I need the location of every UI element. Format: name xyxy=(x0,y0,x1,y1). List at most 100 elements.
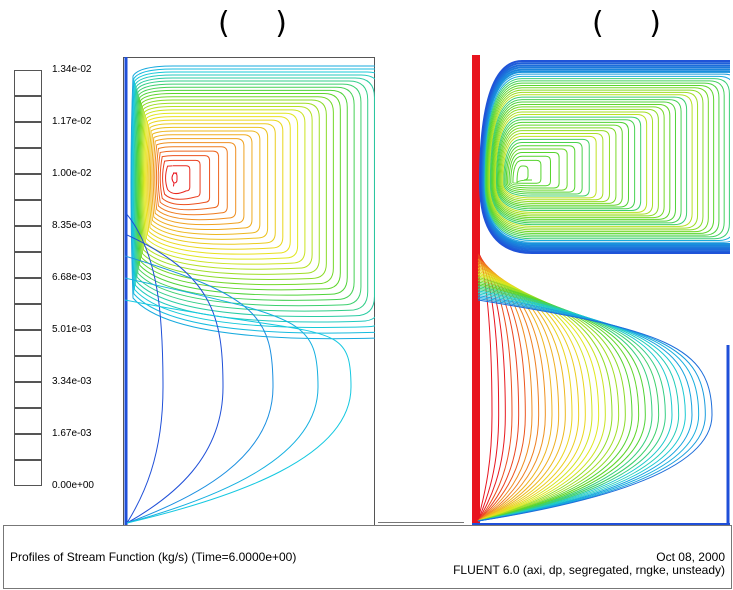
contour-line xyxy=(146,119,284,250)
pathline xyxy=(484,78,730,240)
contour-line xyxy=(171,172,178,187)
pathline-plot xyxy=(472,55,730,525)
stream-function-contour-plot xyxy=(123,57,375,527)
pathline xyxy=(478,60,730,254)
legend-swatch xyxy=(14,408,42,434)
pathline xyxy=(499,127,617,204)
legend-label: 0.00e+00 xyxy=(52,480,94,491)
contour-line xyxy=(132,74,375,323)
legend-swatch xyxy=(14,252,42,278)
legend-swatch xyxy=(14,382,42,408)
pathline xyxy=(488,91,699,229)
contour-line xyxy=(138,93,341,291)
contour-line xyxy=(124,277,319,524)
solver-info: FLUENT 6.0 (axi, dp, segregated, rngke, … xyxy=(453,563,725,577)
legend-swatch xyxy=(14,148,42,174)
pathline xyxy=(504,142,583,195)
legend-label: 6.68e-03 xyxy=(52,272,92,283)
legend-swatch xyxy=(14,356,42,382)
pathline xyxy=(503,138,590,197)
contour-line xyxy=(133,77,375,318)
pathline xyxy=(486,84,715,234)
pathline xyxy=(498,124,623,206)
pathline xyxy=(492,106,665,219)
legend-swatch xyxy=(14,96,42,122)
pathline xyxy=(489,96,688,226)
contour-line xyxy=(139,96,334,286)
left-panel-label: ( ) xyxy=(218,6,305,41)
contour-line xyxy=(151,134,253,231)
legend-label: 3.34e-03 xyxy=(52,376,92,387)
contour-line xyxy=(134,80,369,312)
contour-line xyxy=(149,130,261,235)
pathline xyxy=(510,155,551,187)
contour-line xyxy=(124,233,224,524)
legend-label: 1.34e-02 xyxy=(52,64,92,75)
legend-label: 5.01e-03 xyxy=(52,324,92,335)
pathline xyxy=(507,148,568,191)
contour-line xyxy=(145,116,291,255)
legend-swatch xyxy=(14,70,42,96)
pathline xyxy=(483,75,730,241)
contour-line xyxy=(144,112,299,260)
contour-line xyxy=(131,68,375,334)
plot-date: Oct 08, 2000 xyxy=(656,550,725,564)
plot-title: Profiles of Stream Function (kg/s) (Time… xyxy=(10,550,297,564)
pathline xyxy=(488,94,693,227)
contour-line xyxy=(159,155,211,206)
contour-line xyxy=(154,142,237,221)
pathline xyxy=(505,145,576,193)
contour-line xyxy=(157,150,220,211)
color-legend: 1.34e-02 1.17e-02 1.00e-02 8.35e-03 6.68e-03… xyxy=(12,64,124,502)
contour-line xyxy=(132,71,375,329)
contour-line xyxy=(155,146,228,216)
pathline xyxy=(500,130,610,203)
contour-line xyxy=(147,123,276,245)
pathline xyxy=(496,119,636,210)
contour-line xyxy=(141,106,313,270)
pathline xyxy=(516,165,533,184)
contour-line xyxy=(124,211,164,524)
legend-swatch xyxy=(14,226,42,252)
legend-swatch xyxy=(14,434,42,460)
pathline xyxy=(508,152,560,189)
pathline xyxy=(493,108,659,217)
pathline xyxy=(501,133,604,201)
legend-label: 1.17e-02 xyxy=(52,116,92,127)
pathline xyxy=(485,82,720,236)
legend-label: 1.67e-03 xyxy=(52,428,92,439)
divider-line xyxy=(378,522,464,523)
pathline xyxy=(490,101,676,222)
pathline xyxy=(494,114,648,213)
pathline xyxy=(486,87,709,233)
contour-line xyxy=(137,89,348,296)
pathline xyxy=(494,111,654,215)
pathline xyxy=(497,121,629,208)
legend-swatch xyxy=(14,200,42,226)
contour-line xyxy=(165,165,191,195)
info-box: Profiles of Stream Function (kg/s) (Time… xyxy=(3,525,732,589)
pathline xyxy=(502,135,597,199)
legend-swatch xyxy=(14,278,42,304)
contour-line xyxy=(124,299,352,524)
legend-swatch xyxy=(14,174,42,200)
legend-swatch xyxy=(14,304,42,330)
contour-line xyxy=(142,109,306,265)
contour-line xyxy=(124,255,274,524)
pathline xyxy=(491,103,671,220)
legend-swatch xyxy=(14,122,42,148)
pathline xyxy=(512,159,542,184)
contour-line xyxy=(152,138,245,226)
contour-line xyxy=(162,159,201,200)
legend-label: 8.35e-03 xyxy=(52,220,92,231)
legend-label: 1.00e-02 xyxy=(52,168,92,179)
right-panel-label: ( ) xyxy=(592,6,679,41)
contour-line xyxy=(148,126,269,240)
pathline xyxy=(487,89,704,231)
pathline xyxy=(484,80,725,238)
contour-line xyxy=(136,86,355,301)
contour-line xyxy=(139,99,327,280)
pathline xyxy=(477,299,713,522)
legend-swatch xyxy=(14,330,42,356)
contour-line xyxy=(130,65,375,340)
